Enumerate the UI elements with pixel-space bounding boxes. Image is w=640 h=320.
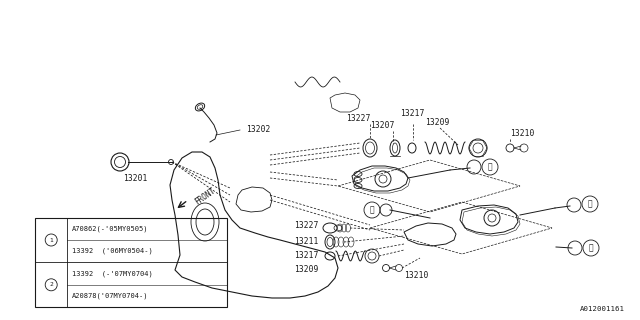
Text: ②: ② [370, 205, 374, 214]
Text: 13227: 13227 [346, 114, 370, 123]
Text: 1: 1 [49, 237, 53, 243]
Text: 13207: 13207 [370, 121, 394, 130]
Text: 13392  (-'07MY0704): 13392 (-'07MY0704) [72, 270, 153, 277]
Text: 13392  ('06MY0504-): 13392 ('06MY0504-) [72, 248, 153, 254]
Text: 13211: 13211 [294, 236, 318, 245]
Text: A20878('07MY0704-): A20878('07MY0704-) [72, 293, 148, 299]
Text: 13202: 13202 [246, 124, 270, 133]
Text: 13227: 13227 [294, 220, 318, 229]
Text: 13209: 13209 [425, 117, 449, 126]
Text: 13217: 13217 [400, 108, 424, 117]
Bar [35, 218, 227, 307]
Text: ①: ① [488, 163, 492, 172]
Text: 13209: 13209 [294, 265, 318, 274]
Text: 13201: 13201 [123, 173, 147, 182]
Text: FRONT: FRONT [193, 186, 217, 206]
Text: A70862(-'05MY0505): A70862(-'05MY0505) [72, 226, 148, 232]
Text: 13210: 13210 [404, 270, 428, 279]
Text: 2: 2 [49, 282, 53, 287]
Text: A012001161: A012001161 [580, 306, 625, 312]
Text: 13210: 13210 [510, 129, 534, 138]
Text: ①: ① [589, 244, 593, 252]
Text: ①: ① [588, 199, 592, 209]
Text: 13217: 13217 [294, 252, 318, 260]
